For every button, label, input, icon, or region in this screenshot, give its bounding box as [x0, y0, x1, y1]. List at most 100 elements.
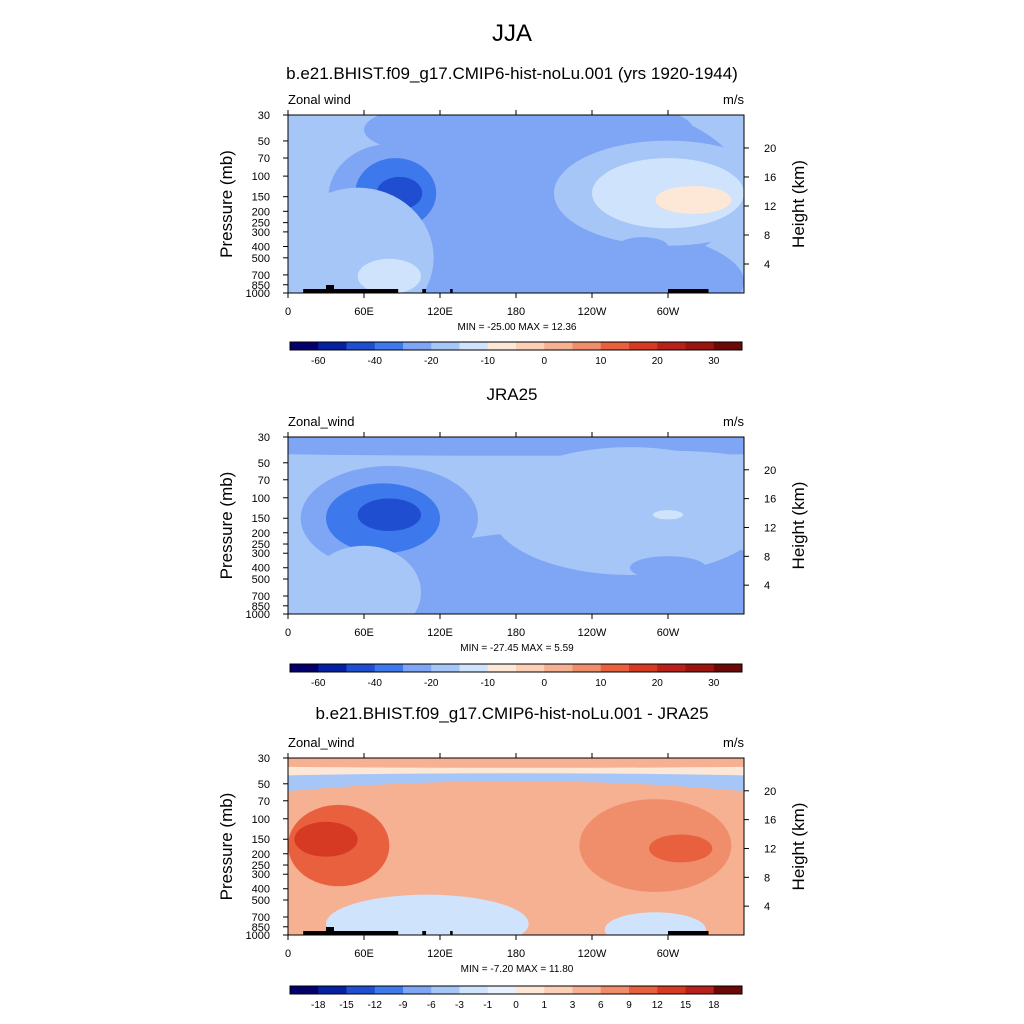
- y-tick-label: 1000: [246, 288, 270, 300]
- y-tick-label: 250: [252, 218, 270, 230]
- y-tick-label: 400: [252, 563, 270, 575]
- colorbar-swatch: [629, 342, 658, 350]
- y-tick-label: 500: [252, 574, 270, 586]
- colorbar-frame: [289, 663, 743, 673]
- y-tick-label: 700: [252, 591, 270, 603]
- units-label: m/s: [723, 92, 744, 107]
- colorbar-swatch: [516, 342, 545, 350]
- colorbar-label: -20: [424, 678, 439, 689]
- y-tick-label: 500: [252, 895, 270, 907]
- colorbar-label: -9: [399, 1000, 408, 1011]
- colorbar-swatch: [290, 664, 319, 672]
- colorbar-label: 10: [595, 678, 607, 689]
- topography-mask: [332, 931, 399, 935]
- topography-mask: [326, 927, 334, 935]
- y-tick-label: 50: [258, 779, 270, 791]
- colorbar-swatch: [374, 664, 404, 672]
- y-right-tick-label: 4: [764, 259, 770, 271]
- topography-mask: [450, 931, 453, 935]
- colorbar-swatch: [318, 986, 347, 994]
- colorbar-swatch: [346, 342, 376, 350]
- colorbar-label: 10: [595, 356, 607, 367]
- contour-region: [357, 498, 422, 532]
- colorbar-swatch: [403, 664, 432, 672]
- colorbar-swatch: [629, 664, 658, 672]
- colorbar-swatch: [431, 986, 460, 994]
- colorbar-label: 18: [708, 1000, 720, 1011]
- y-tick-label: 30: [258, 110, 270, 122]
- colorbar-swatch: [431, 342, 460, 350]
- colorbar-frame: [289, 985, 743, 995]
- y-right-tick-label: 12: [764, 843, 776, 855]
- colorbar-swatch: [318, 342, 347, 350]
- colorbar-label: -40: [368, 356, 383, 367]
- colorbar-label: 3: [570, 1000, 576, 1011]
- x-tick-label: 120E: [427, 948, 453, 960]
- panel-left-label: Zonal wind: [288, 92, 351, 107]
- y-axis-label: Pressure (mb): [217, 793, 236, 901]
- topography-mask: [326, 285, 334, 293]
- x-tick-label: 60W: [657, 627, 680, 639]
- y-tick-label: 100: [252, 814, 270, 826]
- panel-left-label: Zonal_wind: [288, 735, 355, 750]
- y-right-tick-label: 8: [764, 551, 770, 563]
- y-tick-label: 150: [252, 834, 270, 846]
- colorbar-swatch: [713, 664, 743, 672]
- x-tick-label: 60E: [354, 627, 374, 639]
- contour-region: [326, 894, 529, 935]
- y-tick-label: 500: [252, 253, 270, 265]
- colorbar-swatch: [459, 986, 489, 994]
- colorbar-label: -60: [311, 356, 326, 367]
- topography-mask: [376, 289, 380, 293]
- y-right-tick-label: 16: [764, 172, 776, 184]
- y-tick-label: 50: [258, 458, 270, 470]
- contour-region: [630, 556, 706, 580]
- colorbar-label: -12: [368, 1000, 383, 1011]
- colorbar-label: 30: [708, 356, 720, 367]
- panel-title: b.e21.BHIST.f09_g17.CMIP6-hist-noLu.001 …: [315, 704, 708, 723]
- x-tick-label: 60E: [354, 306, 374, 318]
- y-tick-label: 30: [258, 753, 270, 765]
- y-tick-label: 150: [252, 513, 270, 525]
- colorbar-swatch: [657, 664, 686, 672]
- colorbar-label: -3: [455, 1000, 464, 1011]
- y-tick-label: 300: [252, 548, 270, 560]
- colorbar-label: 0: [541, 356, 547, 367]
- colorbar-swatch: [346, 664, 376, 672]
- stats-label: MIN = -25.00 MAX = 12.36: [458, 322, 577, 333]
- y-tick-label: 70: [258, 153, 270, 165]
- y-right-axis-label: Height (km): [789, 482, 808, 570]
- colorbar-swatch: [572, 986, 602, 994]
- x-tick-label: 60E: [354, 948, 374, 960]
- y-right-tick-label: 20: [764, 786, 776, 798]
- figure-title: JJA: [491, 20, 532, 47]
- colorbar-swatch: [516, 986, 545, 994]
- colorbar-label: -10: [481, 356, 496, 367]
- colorbar-label: -10: [481, 678, 496, 689]
- colorbar-frame: [289, 341, 743, 351]
- contour-region: [294, 821, 358, 857]
- y-tick-label: 250: [252, 860, 270, 872]
- y-right-tick-label: 20: [764, 143, 776, 155]
- y-right-tick-label: 12: [764, 201, 776, 213]
- x-tick-label: 0: [285, 948, 291, 960]
- y-tick-label: 150: [252, 192, 270, 204]
- y-tick-label: 700: [252, 912, 270, 924]
- colorbar-swatch: [685, 342, 715, 350]
- contour-region: [357, 258, 421, 293]
- colorbar-swatch: [459, 342, 489, 350]
- colorbar-swatch: [685, 664, 715, 672]
- panel-left-label: Zonal_wind: [288, 414, 355, 429]
- contour-region: [617, 237, 669, 256]
- x-tick-label: 120W: [578, 306, 607, 318]
- y-right-axis-label: Height (km): [789, 160, 808, 248]
- units-label: m/s: [723, 414, 744, 429]
- colorbar-swatch: [487, 986, 517, 994]
- colorbar-swatch: [487, 664, 517, 672]
- colorbar-swatch: [487, 342, 517, 350]
- y-tick-label: 100: [252, 171, 270, 183]
- colorbar-label: 20: [652, 678, 664, 689]
